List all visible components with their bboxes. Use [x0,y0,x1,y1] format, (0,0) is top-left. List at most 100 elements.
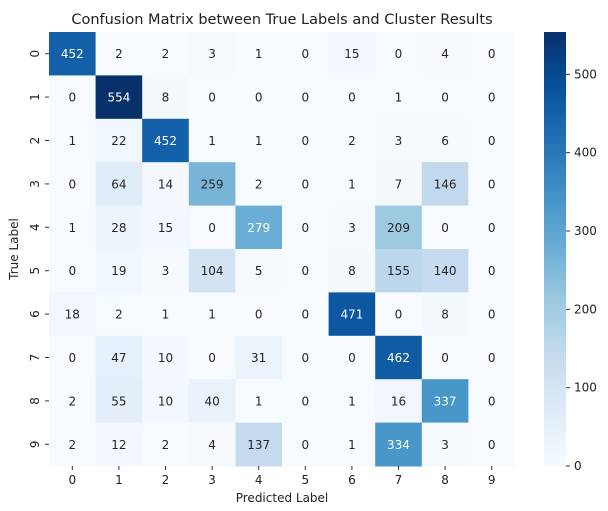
colorbar-tick-label: 300 [574,224,597,238]
heatmap-cell [235,162,283,207]
cell-value-label: 10 [158,394,173,408]
cell-value-label: 0 [68,264,76,278]
heatmap-cell [49,32,97,76]
cell-value-label: 0 [301,351,309,365]
heatmap-cell [188,292,236,337]
heatmap-cell [188,379,236,424]
y-tick-label: 0 [28,50,42,58]
cell-value-label: 2 [68,394,76,408]
cell-value-label: 0 [441,91,449,105]
x-tick-label: 6 [348,473,356,487]
heatmap-cell [375,249,423,293]
y-tick-label: 8 [28,397,42,405]
heatmap-cell [375,205,423,250]
colorbar-tick-label: 0 [574,459,582,473]
cell-value-label: 40 [204,394,219,408]
cell-value-label: 1 [208,134,216,148]
cell-value-label: 279 [247,221,270,235]
heatmap-cell [375,32,423,76]
cell-value-label: 0 [208,91,216,105]
heatmap-cell [188,205,236,250]
heatmap-cell [95,205,143,250]
cell-value-label: 137 [247,438,270,452]
heatmap-cell [188,118,236,163]
heatmap-cell [95,249,143,293]
heatmap-cell [95,75,143,120]
cell-value-label: 4 [441,47,449,61]
cell-value-label: 554 [107,91,130,105]
cell-value-label: 1 [348,394,356,408]
heatmap-cell [235,118,283,163]
cell-value-label: 1 [348,177,356,191]
cell-value-label: 1 [395,91,403,105]
cell-value-label: 64 [111,177,126,191]
cell-value-label: 2 [348,134,356,148]
cell-value-label: 8 [162,91,170,105]
heatmap-cell [421,75,469,120]
x-tick-label: 1 [115,473,123,487]
cell-value-label: 2 [115,308,123,322]
cell-value-label: 1 [255,394,263,408]
heatmap-cell [282,335,330,380]
heatmap-cell [282,292,330,337]
y-tick-label: 1 [28,93,42,101]
heatmap-cell [328,118,376,163]
heatmap-cell [468,162,516,207]
heatmap-cell [142,162,190,207]
heatmap-cell [142,32,190,76]
cell-value-label: 0 [301,221,309,235]
cell-value-label: 10 [158,351,173,365]
x-tick-label: 2 [162,473,170,487]
heatmap-cell [375,162,423,207]
cell-value-label: 19 [111,264,126,278]
heatmap-cell [328,335,376,380]
cell-value-label: 0 [301,438,309,452]
y-axis-label: True Label [7,218,21,281]
cell-value-label: 0 [301,134,309,148]
heatmap-cell [328,379,376,424]
cell-value-label: 0 [488,308,496,322]
heatmap-cell [142,118,190,163]
heatmap-cell [282,118,330,163]
cell-value-label: 146 [434,177,457,191]
heatmap-cell [49,249,97,293]
cell-value-label: 0 [301,308,309,322]
x-tick-label: 8 [441,473,449,487]
heatmap-cell [95,162,143,207]
heatmap-cell [188,249,236,293]
heatmap-cell [282,249,330,293]
heatmap-cell [375,422,423,467]
cell-value-label: 0 [488,438,496,452]
cell-value-label: 1 [208,308,216,322]
cell-value-label: 1 [68,134,76,148]
heatmap-cell [235,422,283,467]
heatmap-cell [468,379,516,424]
cell-value-label: 5 [255,264,263,278]
x-tick-label: 7 [395,473,403,487]
heatmap-cell [49,75,97,120]
cell-value-label: 259 [201,177,224,191]
cell-value-label: 2 [255,177,263,191]
heatmap-cell [468,292,516,337]
heatmap-cells: 452 2 2 3 1 0 15 0 4 00 554 8 0 0 0 0 1 0 01 22 452 1 1 0 2 3 6 00 6… [49,32,516,467]
heatmap-cell [49,335,97,380]
cell-value-label: 8 [348,264,356,278]
cell-value-label: 2 [162,438,170,452]
x-tick-label: 3 [208,473,216,487]
heatmap-cell [282,32,330,76]
cell-value-label: 0 [488,394,496,408]
cell-value-label: 0 [255,308,263,322]
heatmap-cell [235,335,283,380]
heatmap-cell [468,422,516,467]
cell-value-label: 3 [441,438,449,452]
cell-value-label: 0 [488,351,496,365]
cell-value-label: 155 [387,264,410,278]
heatmap-cell [49,205,97,250]
cell-value-label: 2 [162,47,170,61]
cell-value-label: 0 [348,351,356,365]
cell-value-label: 0 [348,91,356,105]
cell-value-label: 22 [111,134,126,148]
cell-value-label: 0 [301,264,309,278]
heatmap-cell [188,335,236,380]
heatmap-cell [142,205,190,250]
